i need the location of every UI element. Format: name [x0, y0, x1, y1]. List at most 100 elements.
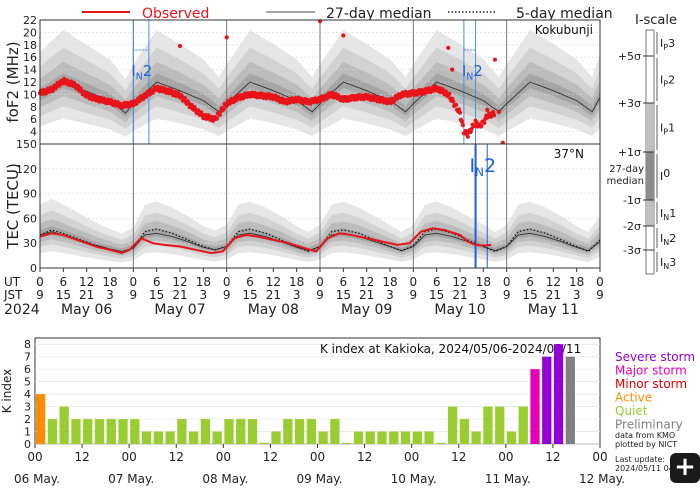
k-x-tick-label: 00	[216, 450, 231, 464]
k-tick-label: 0	[24, 438, 31, 451]
sigma-label: -2σ	[623, 220, 641, 233]
observed-point	[124, 104, 129, 109]
k-x-tick-label: 00	[310, 450, 325, 464]
year-label: 2024	[4, 302, 40, 318]
observed-point	[134, 101, 139, 106]
jst-tick-label: 9	[503, 288, 511, 302]
ut-tick-label: 18	[102, 275, 117, 289]
observed-point	[489, 113, 494, 118]
k-bar	[212, 431, 222, 444]
ut-tick-label: 0	[596, 275, 604, 289]
k-x-tick-label: 00	[592, 450, 607, 464]
k-x-tick-label: 12	[74, 450, 89, 464]
observed-point	[446, 45, 451, 51]
jst-tick-label: 3	[106, 288, 114, 302]
k-date-label: 10 May.	[391, 472, 437, 486]
sigma-label: +5σ	[618, 50, 641, 63]
ut-tick-label: 6	[433, 275, 441, 289]
k-x-tick-label: 12	[169, 450, 184, 464]
observed-point	[341, 33, 346, 38]
iscale-band-label: IP3	[660, 37, 675, 52]
y-tick-label: 4	[30, 126, 37, 139]
ut-tick-label: 18	[476, 275, 491, 289]
event-label: IN2	[462, 62, 483, 82]
day-label: May 11	[528, 302, 579, 318]
k-x-tick-label: 00	[498, 450, 513, 464]
k-legend-item: Quiet	[615, 404, 648, 418]
observed-point	[217, 112, 222, 118]
k-tick-label: 8	[24, 338, 31, 351]
y-tick-label: 22	[23, 14, 37, 27]
k-bar	[83, 419, 93, 444]
k-bar	[377, 431, 387, 444]
observed-point	[447, 91, 452, 96]
k-bar	[153, 431, 163, 444]
observed-point	[465, 134, 470, 139]
observed-point	[496, 109, 501, 114]
legend-median27-label: 27-day median	[326, 6, 432, 22]
y-tick-label: 90	[23, 188, 37, 201]
observed-point	[189, 102, 194, 107]
k-date-label: 08 May.	[202, 472, 248, 486]
station-label: 37°N	[554, 147, 584, 161]
jst-tick-label: 21	[359, 288, 374, 302]
expand-icon[interactable]: +	[670, 453, 700, 483]
k-title: K index at Kakioka, 2024/05/06-2024/05/1…	[320, 342, 581, 356]
ut-tick-label: 0	[36, 275, 44, 289]
k-bar	[283, 419, 293, 444]
k-bar	[200, 419, 211, 444]
k-bar	[271, 431, 281, 444]
iscale-band-label: I0	[660, 167, 670, 183]
observed-point	[140, 96, 146, 102]
jst-tick-label: 21	[79, 288, 94, 302]
observed-point	[450, 67, 455, 72]
ut-tick-label: 6	[153, 275, 161, 289]
y-tick-label: 20	[23, 26, 37, 39]
time-axis: UTJST20240961512211830961512211830961512…	[3, 268, 604, 318]
jst-tick-label: 15	[242, 288, 257, 302]
y-axis-label: foF2 (MHz)	[4, 41, 22, 122]
k-bar	[330, 419, 340, 444]
jst-tick-label: 3	[480, 288, 488, 302]
k-bar	[165, 431, 175, 444]
jst-tick-label: 21	[452, 288, 467, 302]
k-bar	[224, 419, 234, 444]
observed-point	[221, 106, 226, 111]
observed-point	[485, 107, 490, 112]
ut-tick-label: 6	[60, 275, 68, 289]
k-bar	[94, 419, 105, 444]
jst-tick-label: 15	[522, 288, 537, 302]
observed-point	[459, 119, 465, 124]
ut-tick-label: 6	[246, 275, 254, 289]
jst-tick-label: 3	[573, 288, 581, 302]
k-bar	[412, 431, 422, 444]
sigma-label: -1σ	[623, 194, 641, 207]
top-legend: Observed 27-day median 5-day median	[82, 6, 613, 22]
k-bar	[177, 419, 187, 444]
k-bar	[189, 431, 199, 444]
ut-tick-label: 12	[546, 275, 561, 289]
y-tick-label: 6	[30, 113, 37, 126]
day-label: May 08	[248, 302, 299, 318]
k-tick-label: 4	[24, 388, 31, 401]
station-label: Kokubunji	[535, 23, 593, 37]
iscale-band-label: IP1	[660, 122, 675, 137]
jst-tick-label: 15	[56, 288, 71, 302]
k-credit: plotted by NICT	[615, 440, 677, 449]
k-legend-item: Minor storm	[615, 377, 687, 391]
k-tick-label: 5	[24, 376, 31, 389]
sigma-label: +3σ	[618, 97, 641, 110]
ut-tick-label: 0	[410, 275, 418, 289]
k-bar	[530, 369, 540, 444]
k-bar	[318, 431, 328, 444]
k-date-label: 06 May.	[14, 472, 60, 486]
observed-line	[39, 227, 492, 255]
day-label: May 10	[434, 302, 485, 318]
y-tick-label: 0	[30, 262, 37, 275]
iscale-band-label: IN3	[660, 256, 676, 271]
iscale-band-label: IP2	[660, 74, 675, 89]
median-label: 27-day	[609, 164, 644, 175]
observed-point	[479, 123, 484, 129]
k-last-update: 2024/05/11 04	[615, 464, 674, 473]
